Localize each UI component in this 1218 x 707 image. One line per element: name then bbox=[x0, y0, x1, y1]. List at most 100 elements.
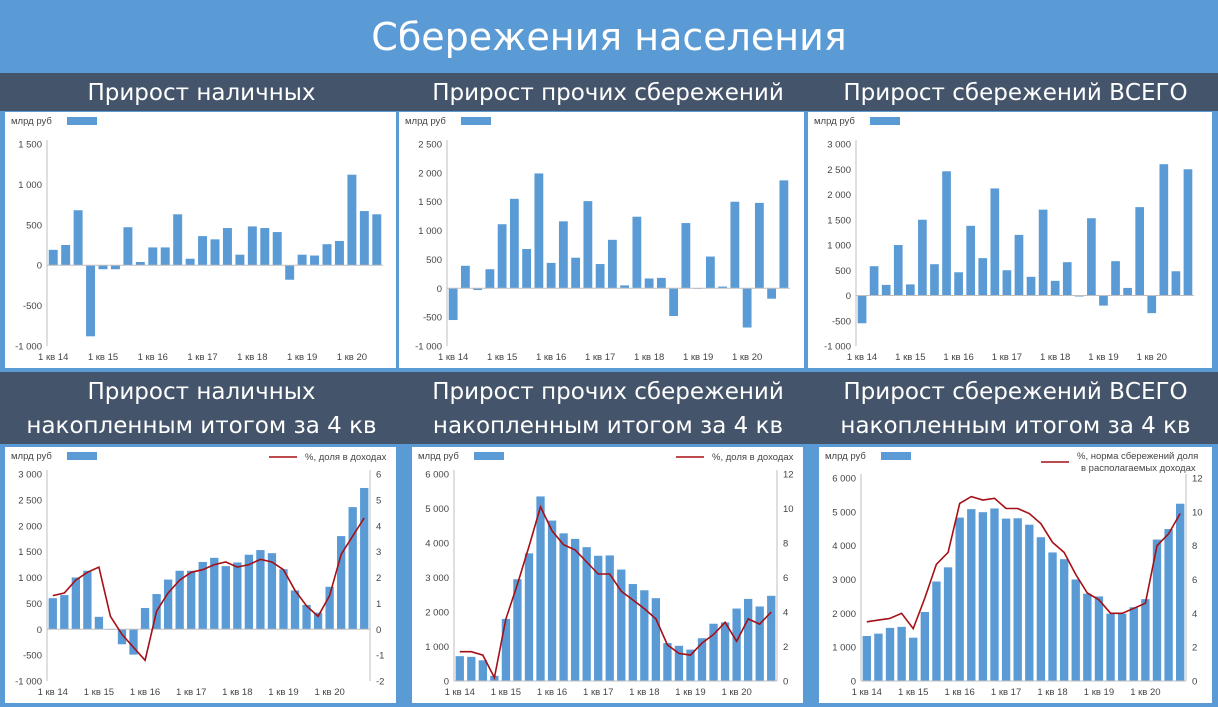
y-tick-label: 0 bbox=[846, 291, 851, 302]
y-tick-label: 1 500 bbox=[827, 215, 851, 226]
bar bbox=[583, 201, 593, 289]
bar bbox=[1062, 262, 1072, 296]
x-tick-label: 1 кв 14 bbox=[38, 352, 68, 363]
bar bbox=[267, 553, 277, 630]
bar bbox=[978, 512, 988, 681]
bar bbox=[990, 188, 1000, 296]
bar bbox=[742, 288, 752, 328]
y-tick-label: 4 000 bbox=[832, 541, 856, 552]
y2-tick-label: 2 bbox=[376, 573, 381, 584]
bar bbox=[1083, 593, 1092, 681]
bar bbox=[779, 180, 789, 289]
bar bbox=[61, 245, 71, 266]
y2-tick-label: 3 bbox=[376, 547, 381, 558]
bar bbox=[509, 198, 519, 289]
series-line bbox=[459, 504, 772, 681]
bar bbox=[460, 265, 470, 289]
y-tick-label: 2 000 bbox=[832, 609, 856, 620]
y-tick-label: 500 bbox=[835, 266, 851, 277]
y2-tick-label: 6 bbox=[376, 470, 381, 481]
x-tick-label: 1 кв 18 bbox=[629, 687, 659, 698]
y2-tick-label: 6 bbox=[1192, 575, 1197, 586]
x-tick-label: 1 кв 17 bbox=[585, 352, 615, 363]
bar bbox=[534, 173, 544, 289]
bar bbox=[1123, 287, 1132, 296]
bar bbox=[337, 536, 346, 630]
y2-tick-label: 8 bbox=[1192, 541, 1197, 552]
bar bbox=[1129, 607, 1138, 681]
x-tick-label: 1 кв 15 bbox=[898, 687, 928, 698]
x-tick-label: 1 кв 20 bbox=[337, 352, 367, 363]
y-axis-unit-label: млрд руб bbox=[405, 116, 446, 127]
chart-2-svg: -1 000 -500 0 500 1 000 1 500 2 000 2 500 1 кв 1… bbox=[405, 116, 790, 363]
y2-tick-label: 12 bbox=[1192, 474, 1203, 485]
y-tick-label: -1 000 bbox=[415, 342, 442, 353]
bar bbox=[485, 269, 495, 289]
x-tick-label: 1 кв 15 bbox=[88, 352, 118, 363]
bar bbox=[767, 595, 776, 681]
y-tick-label: 1 000 bbox=[827, 241, 851, 252]
x-tick-label: 1 кв 17 bbox=[583, 687, 613, 698]
y-tick-label: 5 000 bbox=[425, 504, 449, 515]
bar bbox=[1164, 529, 1173, 681]
bar bbox=[1135, 207, 1145, 296]
y2-tick-label: 12 bbox=[783, 470, 794, 481]
bar bbox=[990, 508, 999, 681]
bar bbox=[1074, 295, 1084, 297]
bar bbox=[874, 633, 883, 681]
top-heading-band bbox=[0, 73, 1218, 111]
x-tick-label: 1 кв 17 bbox=[992, 352, 1022, 363]
bar bbox=[1048, 552, 1057, 681]
y-tick-label: -1 000 bbox=[15, 677, 42, 688]
chart-3-heading-text: Прирост сбережений ВСЕГО bbox=[843, 80, 1188, 106]
chart-5-heading-line-1: Прирост прочих сбережений bbox=[432, 379, 784, 405]
x-tick-label: 1 кв 20 bbox=[721, 687, 751, 698]
bar bbox=[920, 611, 930, 681]
x-tick-label: 1 кв 15 bbox=[895, 352, 925, 363]
chart-3-svg: -1 000 -500 0 500 1 000 1 500 2 000 2 500 3 000 1… bbox=[814, 116, 1194, 363]
bar bbox=[1171, 271, 1181, 296]
chart-1-svg: -1 000 -500 0 500 1 000 1 500 1 кв 14 1 кв 15 1 … bbox=[11, 116, 383, 363]
x-tick-label: 1 кв 14 bbox=[852, 687, 882, 698]
bar bbox=[607, 239, 617, 289]
y-tick-label: 1 000 bbox=[18, 180, 42, 191]
y-tick-label: 500 bbox=[26, 220, 42, 231]
bar bbox=[235, 254, 245, 266]
bar bbox=[71, 577, 80, 630]
bar bbox=[60, 595, 69, 630]
x-tick-label: 1 кв 19 bbox=[1084, 687, 1114, 698]
bar bbox=[1014, 234, 1024, 296]
bar bbox=[233, 562, 242, 630]
bar bbox=[473, 288, 483, 291]
series-line bbox=[866, 495, 1181, 631]
y2-tick-label: 4 bbox=[1192, 609, 1197, 620]
chart-6-heading-line-1: Прирост сбережений ВСЕГО bbox=[843, 379, 1188, 405]
x-tick-label: 1 кв 19 bbox=[683, 352, 713, 363]
x-tick-label: 1 кв 16 bbox=[138, 352, 168, 363]
chart-panel-6: 0 1 000 2 000 3 000 4 000 5 000 6 000 1 кв 14 1 … bbox=[819, 447, 1212, 703]
x-tick-label: 1 кв 14 bbox=[445, 687, 475, 698]
bar bbox=[129, 629, 138, 655]
x-tick-label: 1 кв 15 bbox=[84, 687, 114, 698]
y-axis-unit-label: млрд руб bbox=[825, 451, 866, 462]
legend-bar-swatch bbox=[870, 117, 900, 125]
bar bbox=[1117, 613, 1127, 681]
y2-tick-label: 5 bbox=[376, 495, 381, 506]
y-axis-unit-label: млрд руб bbox=[814, 116, 855, 127]
bar bbox=[1087, 218, 1096, 296]
bar bbox=[547, 520, 557, 681]
bar bbox=[348, 507, 357, 630]
chart-4-heading: Прирост наличных накопленным итогом за 4… bbox=[0, 374, 403, 444]
y2-tick-label: 0 bbox=[376, 625, 381, 636]
bar bbox=[222, 228, 232, 266]
y-axis-unit-label: млрд руб bbox=[11, 116, 52, 127]
y2-tick-label: -1 bbox=[376, 651, 384, 662]
bar bbox=[173, 214, 183, 266]
bar bbox=[347, 174, 357, 266]
bar bbox=[94, 616, 104, 630]
bar bbox=[290, 590, 300, 630]
chart-2-heading: Прирост прочих сбережений bbox=[403, 75, 813, 111]
bar bbox=[279, 569, 288, 630]
bar bbox=[966, 225, 976, 296]
series-line bbox=[52, 517, 365, 662]
